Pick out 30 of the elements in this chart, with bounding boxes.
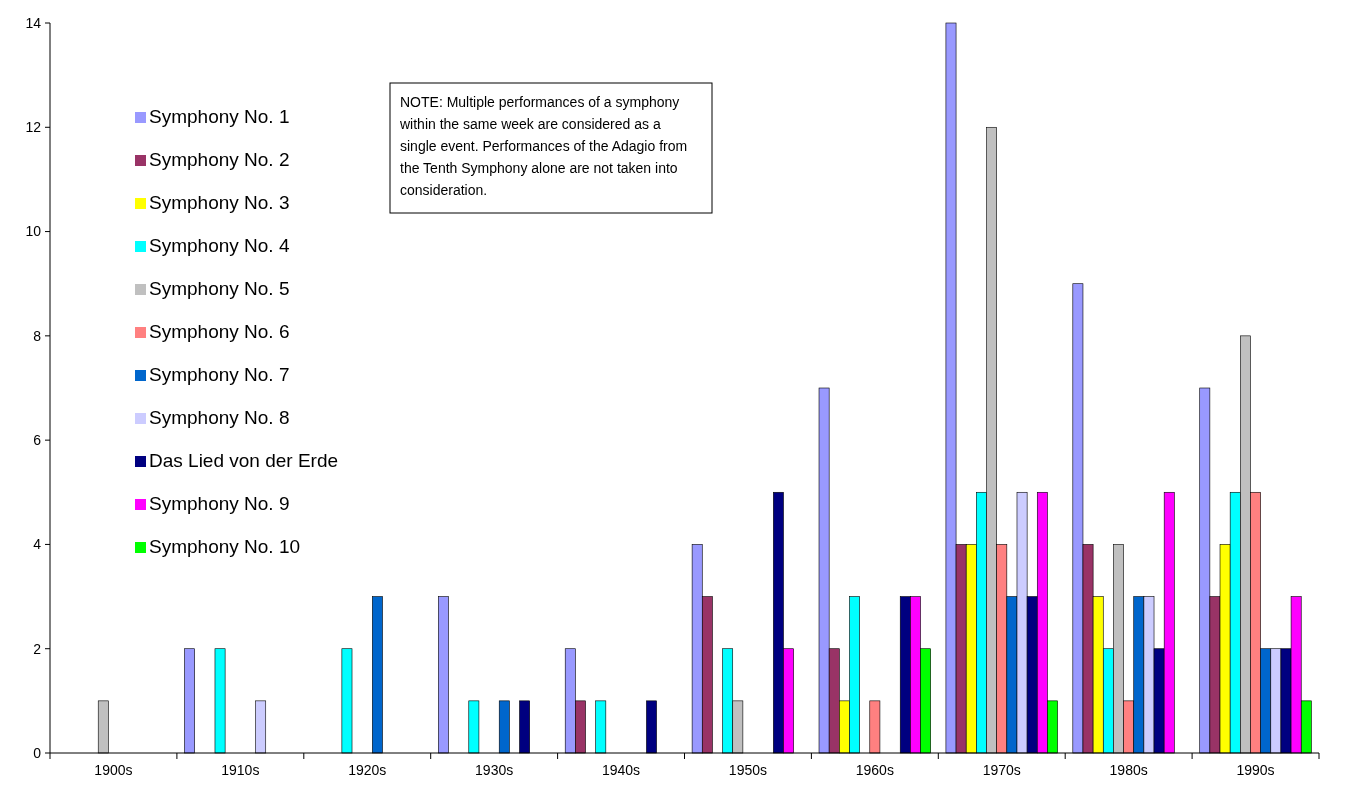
y-tick-label: 14 — [25, 14, 42, 31]
legend-label: Symphony No. 9 — [149, 493, 290, 514]
x-tick-label: 1940s — [601, 762, 641, 778]
y-tick-label: 8 — [33, 327, 42, 344]
y-tick-label: 12 — [25, 119, 42, 136]
y-tick-label: 10 — [25, 223, 42, 240]
x-tick-label: 1920s — [348, 762, 387, 778]
y-tick-label: 4 — [33, 536, 42, 553]
legend-label: Symphony No. 4 — [149, 235, 290, 256]
x-tick-label: 1900s — [94, 762, 133, 778]
legend-label: Symphony No. 6 — [149, 321, 290, 342]
x-tick-label: 1960s — [855, 762, 894, 778]
x-tick-label: 1970s — [982, 762, 1021, 778]
y-tick-label: 2 — [33, 640, 42, 657]
legend-label: Symphony No. 2 — [149, 149, 290, 170]
legend-label: Das Lied von der Erde — [149, 450, 339, 471]
x-tick-label: 1980s — [1109, 762, 1148, 778]
legend-label: Symphony No. 1 — [149, 106, 290, 127]
x-tick-label: 1990s — [1236, 762, 1275, 778]
legend-label: Symphony No. 3 — [149, 192, 290, 213]
x-tick-label: 1910s — [221, 762, 260, 778]
x-tick-label: 1950s — [728, 762, 768, 778]
y-tick-label: 0 — [33, 744, 42, 761]
y-tick-label: 6 — [33, 432, 42, 449]
legend-label: Symphony No. 7 — [149, 364, 290, 385]
legend-label: Symphony No. 10 — [149, 536, 301, 557]
annotation: NOTE: Multiple performances of a symphony within the same week are considered as a single event. Performances of the Adagio from the Tenth Symphony alone are not taken into consideration. — [399, 94, 688, 198]
x-tick-label: 1930s — [475, 762, 514, 778]
legend-label: Symphony No. 5 — [149, 278, 290, 299]
legend-label: Symphony No. 8 — [149, 407, 290, 428]
